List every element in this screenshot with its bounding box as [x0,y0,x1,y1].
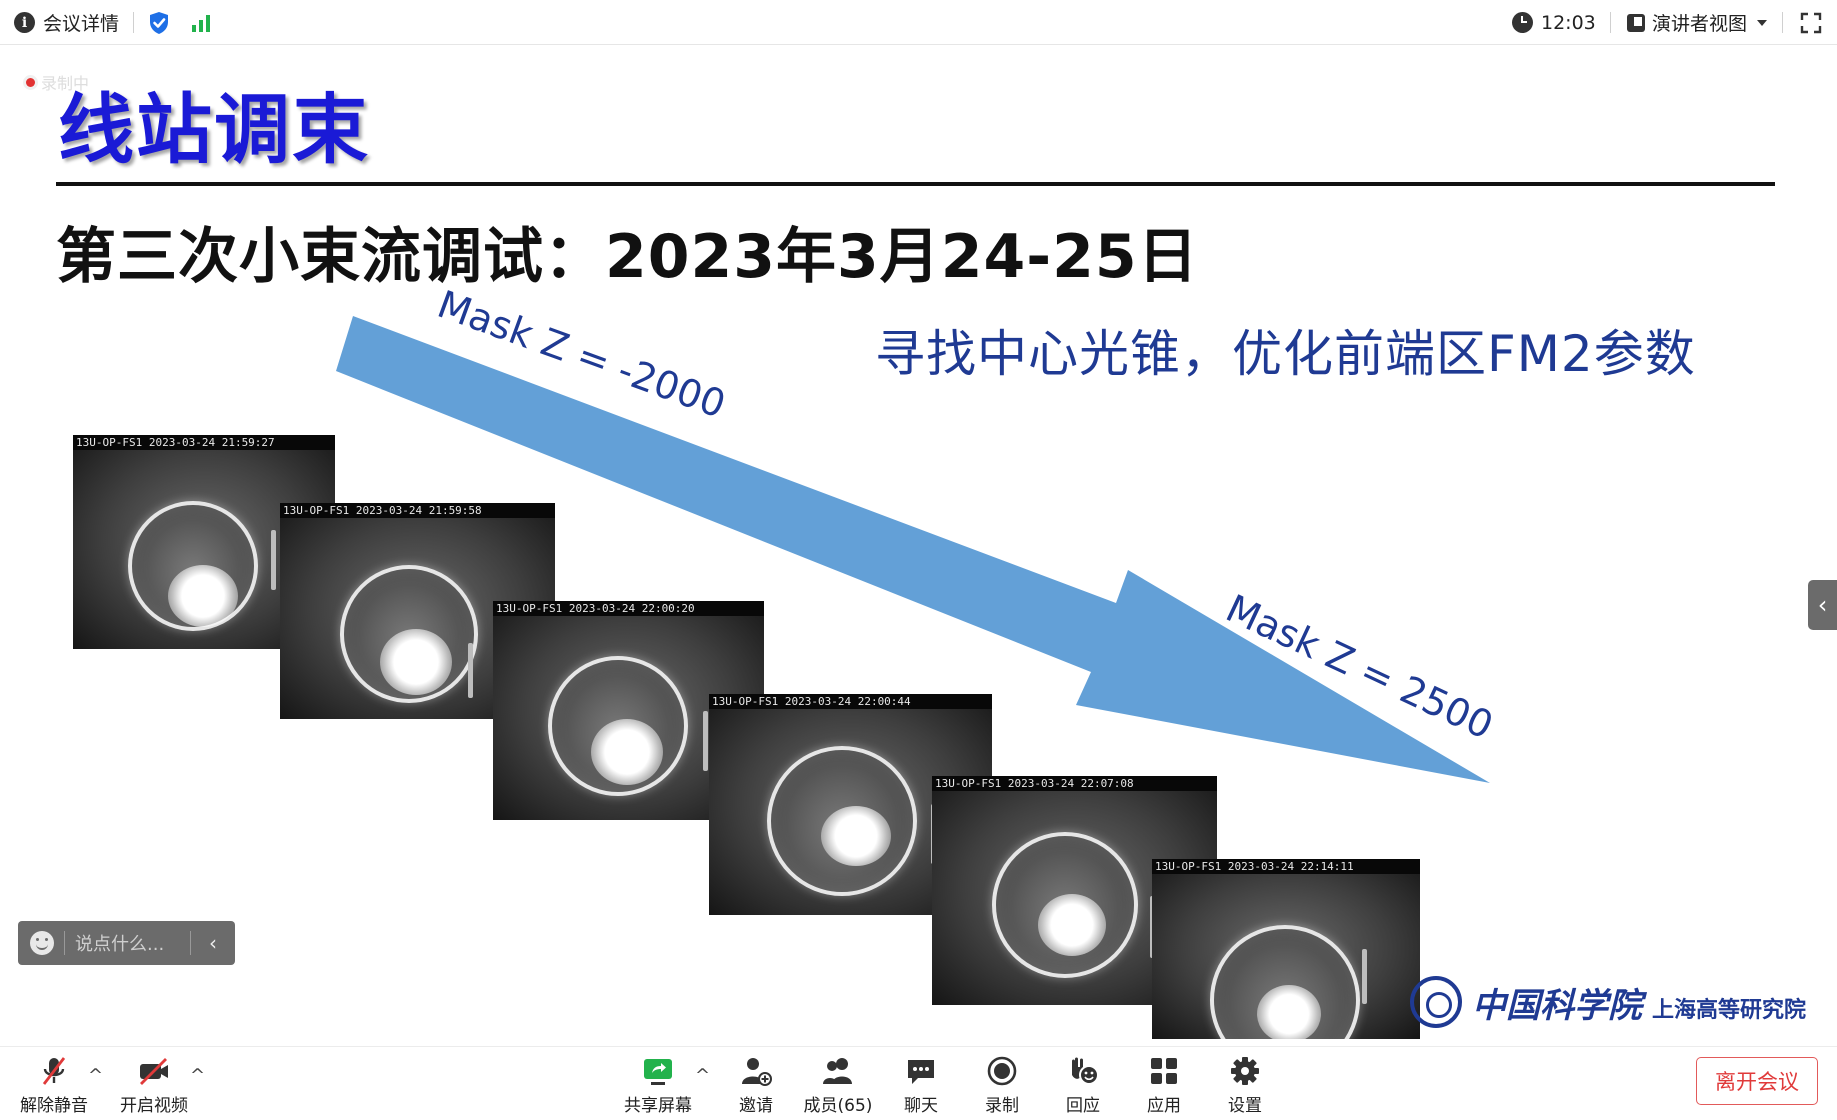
divider [190,931,191,955]
leave-meeting-button[interactable]: 离开会议 [1696,1057,1818,1105]
emoji-icon[interactable] [30,931,54,955]
cas-logo: 中国科学院 上海高等研究院 [1410,976,1806,1028]
chat-input[interactable]: 说点什么... [75,934,165,955]
cas-name: 中国科学院 [1472,985,1642,1026]
settings-button[interactable]: 设置 [1200,1047,1290,1120]
camera-frame-1: 13U-OP-FS1 2023-03-24 21:59:27 [73,435,335,649]
signal-icon [192,14,210,32]
meeting-details-label: 会议详情 [43,13,120,35]
react-label: 回应 [1066,1096,1100,1116]
members-icon [823,1058,852,1084]
hand-smile-icon [1072,1057,1099,1085]
frame-caption: 13U-OP-FS1 2023-03-24 21:59:58 [280,503,555,518]
scan-direction-arrow [336,316,1490,783]
shield-check-icon [150,11,168,34]
chat-bubble-icon [908,1060,934,1084]
info-icon: i [14,12,35,33]
camera-frame-6: 13U-OP-FS1 2023-03-24 22:14:11 [1152,859,1420,1039]
layout-icon [1627,13,1645,32]
side-panel-toggle[interactable]: ‹ [1808,580,1837,630]
invite-button[interactable]: 邀请 [711,1047,801,1120]
frame-caption: 13U-OP-FS1 2023-03-24 22:14:11 [1152,859,1420,874]
divider [1782,12,1783,33]
divider [64,931,65,955]
slide-heading: 寻找中心光锥，优化前端区FM2参数 [875,325,1696,383]
top-bar: i 会议详情 12:03 演讲者视图 [0,0,1837,45]
fullscreen-button[interactable] [1800,0,1822,45]
meeting-details-button[interactable]: i 会议详情 [14,0,119,45]
record-button[interactable]: 录制 [957,1047,1047,1120]
chevron-left-icon[interactable]: ‹ [209,931,217,955]
chevron-left-icon: ‹ [1817,591,1828,619]
view-mode-label: 演讲者视图 [1652,13,1748,35]
members-label: 成员(65) [803,1096,873,1116]
start-video-label: 开启视频 [120,1096,188,1116]
cas-institute: 上海高等研究院 [1652,998,1807,1023]
recording-indicator: 录制中 [26,70,89,94]
camera-frame-4: 13U-OP-FS1 2023-03-24 22:00:44 [709,694,992,915]
frame-caption: 13U-OP-FS1 2023-03-24 22:07:08 [932,776,1217,791]
invite-user-icon [742,1058,772,1086]
record-icon [987,1056,1017,1086]
chat-button[interactable]: 聊天 [876,1047,966,1120]
divider [133,12,134,33]
chevron-down-icon [1757,19,1768,26]
share-screen-button[interactable]: 共享屏幕 [613,1047,703,1120]
apps-grid-icon [1151,1058,1177,1084]
quick-chat-box[interactable]: 说点什么... ‹ [18,921,235,965]
share-options-chevron-icon[interactable]: ^ [695,1065,711,1086]
apps-button[interactable]: 应用 [1119,1047,1209,1120]
share-screen-icon [644,1059,672,1085]
view-mode-dropdown[interactable]: 演讲者视图 [1626,0,1769,45]
fullscreen-icon [1800,12,1822,33]
frame-caption: 13U-OP-FS1 2023-03-24 21:59:27 [73,435,335,450]
recording-label: 录制中 [41,74,90,93]
shared-slide: 线站调束 录制中 第三次小束流调试：2023年3月24-25日 寻找中心光锥，优… [0,46,1837,1046]
slide-title: 线站调束 [58,85,370,174]
settings-label: 设置 [1228,1096,1262,1116]
meeting-time: 12:03 [1541,11,1596,34]
mic-muted-icon [42,1057,66,1085]
security-shield-button[interactable] [148,0,170,45]
members-button[interactable]: 成员(65) [793,1047,883,1120]
react-button[interactable]: 回应 [1038,1047,1128,1120]
share-screen-label: 共享屏幕 [624,1096,692,1116]
invite-label: 邀请 [739,1096,773,1116]
record-label: 录制 [985,1096,1019,1116]
divider [1610,12,1611,33]
frame-caption: 13U-OP-FS1 2023-03-24 22:00:44 [709,694,992,709]
gear-icon [1231,1057,1259,1085]
clock-icon [1512,12,1533,33]
frame-caption: 13U-OP-FS1 2023-03-24 22:00:20 [493,601,764,616]
recording-dot-icon [26,77,35,87]
apps-label: 应用 [1147,1096,1181,1116]
video-options-chevron-icon[interactable]: ^ [190,1065,206,1086]
camera-off-icon [140,1058,168,1085]
slide-subtitle: 第三次小束流调试：2023年3月24-25日 [56,222,1199,292]
title-underline [56,182,1775,186]
chat-label: 聊天 [904,1096,938,1116]
audio-options-chevron-icon[interactable]: ^ [88,1065,104,1086]
cas-emblem-icon [1410,976,1462,1028]
meeting-timer: 12:03 [1512,0,1596,45]
meeting-toolbar: 解除静音 ^ 开启视频 ^ 共享屏幕 ^ 邀请 [0,1046,1837,1119]
unmute-button[interactable]: 解除静音 [9,1047,99,1120]
network-signal-button[interactable] [190,0,212,45]
unmute-label: 解除静音 [20,1096,88,1116]
start-video-button[interactable]: 开启视频 [109,1047,199,1120]
